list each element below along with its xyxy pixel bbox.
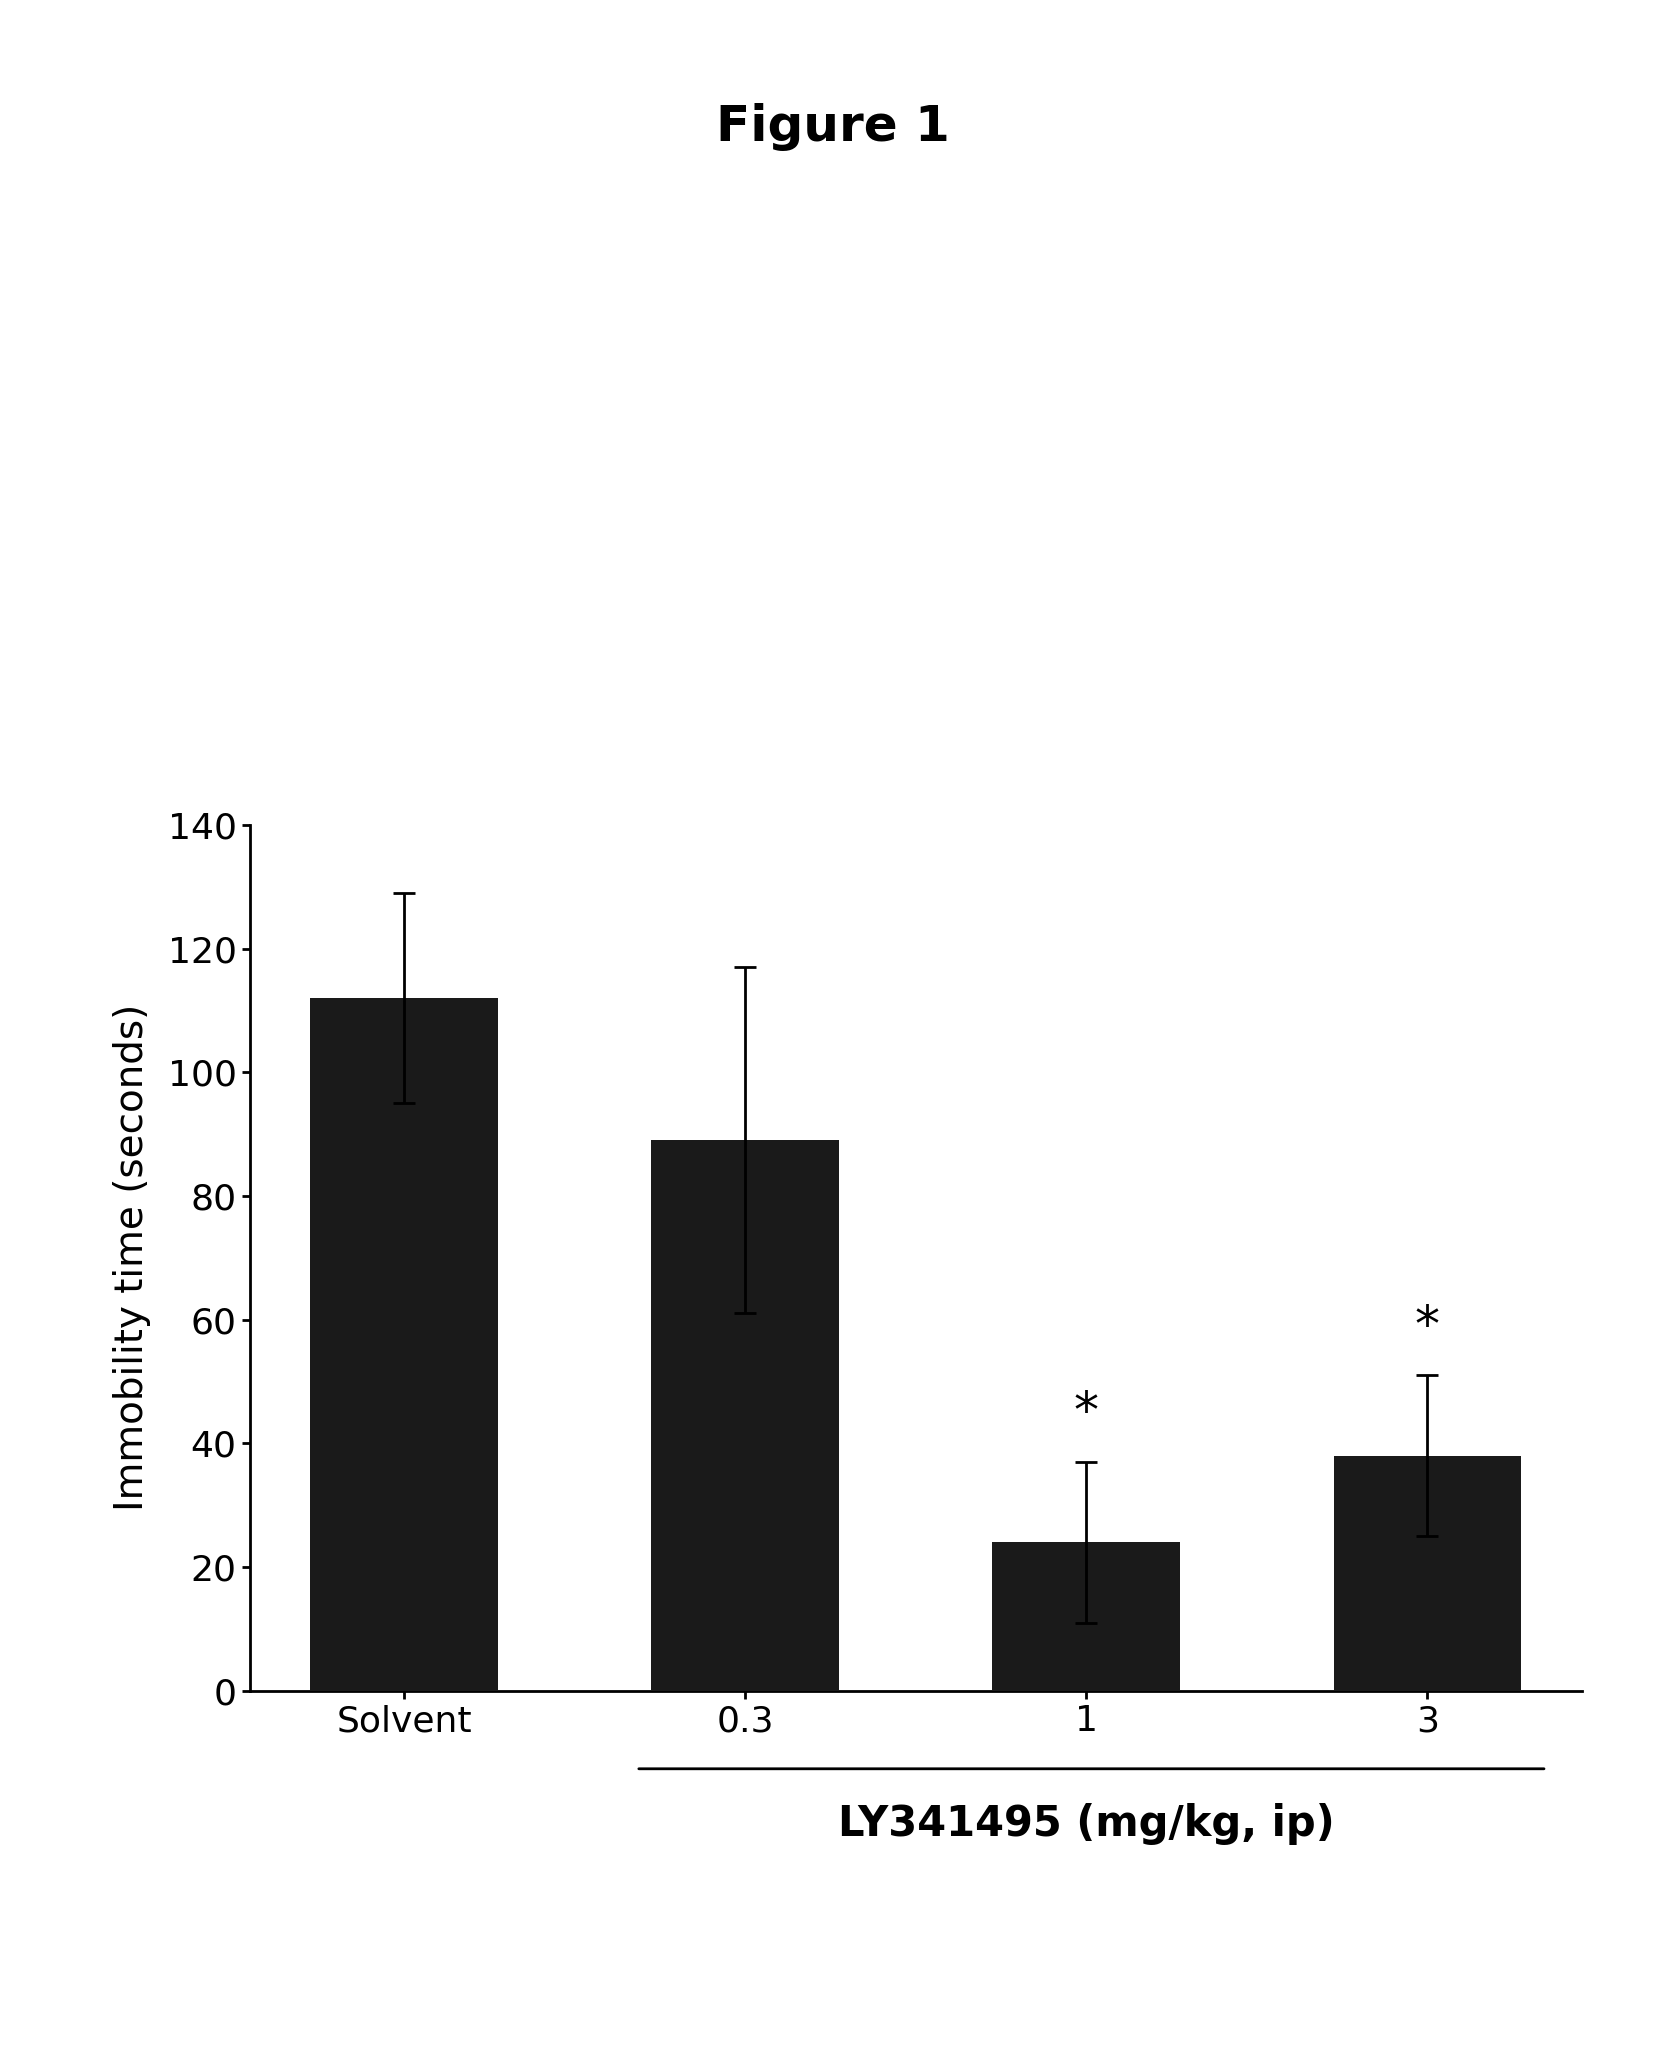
Bar: [992, 1542, 1180, 1691]
Bar: [651, 1140, 839, 1691]
Text: LY341495 (mg/kg, ip): LY341495 (mg/kg, ip): [837, 1804, 1335, 1845]
Bar: [1333, 1456, 1521, 1691]
Text: *: *: [1414, 1303, 1439, 1351]
Text: *: *: [1073, 1390, 1098, 1437]
Bar: [310, 998, 498, 1691]
Text: Figure 1: Figure 1: [716, 103, 948, 151]
Y-axis label: Immobility time (seconds): Immobility time (seconds): [113, 1004, 151, 1511]
